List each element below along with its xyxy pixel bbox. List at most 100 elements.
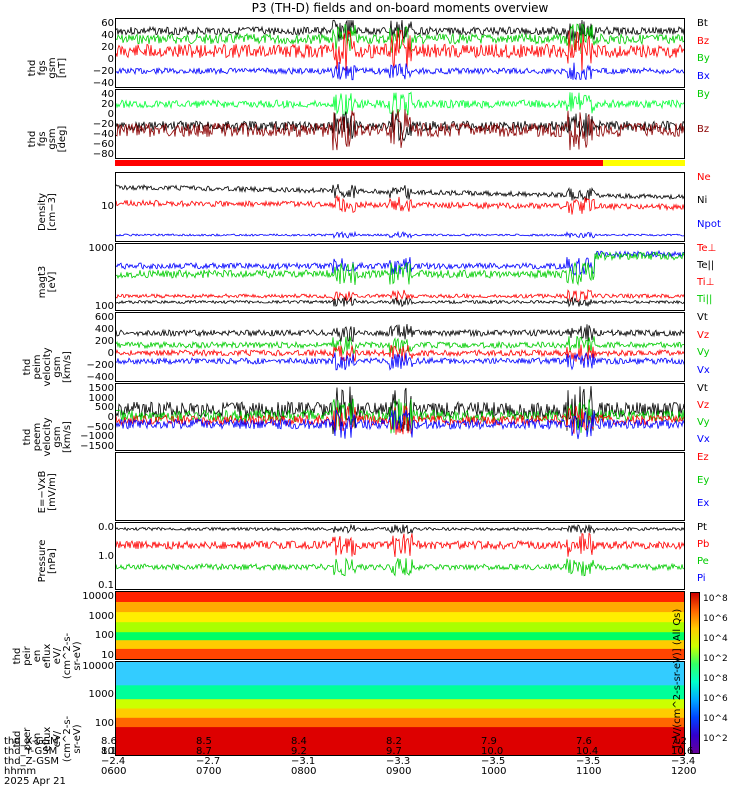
panel-plot-temp (115, 249, 686, 308)
xaxis-tick-label: 0800 (291, 766, 317, 777)
colorbar (690, 592, 700, 754)
xaxis-row-label: thd_X-GSM (4, 736, 59, 747)
ytick-label: 1000 (88, 610, 114, 622)
ylabel-efield: E=−VxB [mV/m] (37, 457, 58, 527)
panel-plot-vi (115, 323, 686, 371)
ytick-label: −200 (86, 360, 114, 371)
series-line (115, 250, 686, 286)
xaxis-tick-label: 0600 (101, 766, 127, 777)
legend-entry: Bz (697, 35, 710, 47)
ytick-label: 100 (94, 301, 114, 312)
series-line (115, 409, 686, 440)
series-line (115, 108, 686, 151)
series-line (115, 557, 686, 577)
xaxis-tick-label: 0900 (386, 766, 412, 777)
series-line (115, 194, 686, 215)
panel-fgs1 (115, 18, 686, 88)
ytick-label: 1.0 (98, 551, 114, 562)
ylabel-line: [nPa] (47, 548, 58, 574)
xaxis-row-label: thd_Z-GSM (4, 756, 59, 767)
colorbar-tick: 10^4 (703, 714, 728, 724)
xaxis-tick-label: 8.2 (386, 736, 402, 747)
ytick-label: 100 (94, 630, 114, 642)
colorbar-tick: 10^8 (703, 674, 728, 684)
legend-entry: Ex (697, 498, 710, 509)
legend-entry: Ne (697, 172, 711, 183)
ylabel-line: [km/s] (62, 351, 73, 383)
xaxis-tick-label: 9.2 (291, 746, 307, 757)
colorbar-tick: 10^6 (703, 614, 728, 624)
ytick-label: 100 (94, 717, 114, 729)
legend-entry: Vt (697, 312, 708, 323)
legend-entry: Bz (697, 124, 710, 135)
quality-bar (115, 160, 685, 166)
series-line (115, 183, 686, 201)
chart-title: P3 (TH-D) fields and on-board moments ov… (251, 1, 549, 15)
series-line (115, 323, 686, 343)
legend-entry: By (697, 89, 710, 100)
ytick-label: −1000 (80, 431, 114, 443)
series-line (115, 230, 686, 239)
ytick-label: 200 (94, 336, 114, 347)
ylabel-spec_i: thd peir en eflux eV/(cm^2-s-sr-eV) (12, 621, 83, 691)
xaxis-tick-label: 1200 (671, 766, 697, 777)
xaxis-tick-label: 1000 (481, 766, 507, 777)
panel-ve (115, 383, 686, 451)
panel-plot-fgs1 (115, 19, 686, 81)
ylabel-temp: magt3 [eV] (37, 247, 58, 317)
ytick-label: 40 (101, 89, 114, 100)
ytick-label: −20 (92, 119, 114, 130)
xaxis-tick-label: 7.9 (481, 736, 497, 747)
colorbar-tick: 10^8 (703, 594, 728, 604)
panel-pressure (115, 522, 686, 590)
ylabel-line: [nT] (57, 57, 68, 79)
ytick-label: 0 (107, 109, 114, 120)
ytick-label: 0 (107, 348, 114, 359)
ylabel-line: [mV/m] (47, 472, 58, 511)
series-line (115, 405, 686, 435)
ytick-label: −1500 (80, 441, 114, 452)
series-line (115, 523, 686, 535)
panel-plot-fgs2 (115, 91, 686, 151)
xaxis-tick-label: 10.4 (576, 746, 599, 757)
series-line (115, 532, 686, 558)
legend-entry: Te|| (697, 260, 715, 271)
ytick-label: 10 (101, 201, 114, 212)
panel-fgs2 (115, 89, 686, 159)
series-line (115, 398, 686, 434)
legend-entry: Pe (697, 556, 709, 567)
xaxis-tick-label: 0700 (196, 766, 222, 777)
panel-spec_i (115, 591, 686, 716)
xaxis-tick-label: 8.7 (196, 746, 212, 757)
ylabel-line: sr-eV) (72, 723, 83, 754)
panel-efield (115, 452, 685, 521)
ytick-label: 0 (107, 54, 114, 65)
ytick-label: −40 (92, 129, 114, 140)
legend-entry: Vz (697, 329, 710, 341)
ylabel-line: [eV] (47, 271, 58, 293)
xaxis-tick-label: −3.4 (671, 756, 696, 767)
ytick-label: 20 (101, 99, 114, 110)
xaxis-tick-label: −3.5 (576, 756, 601, 767)
ytick-label: 1000 (88, 392, 114, 404)
series-line (115, 352, 686, 371)
series-line (115, 344, 686, 364)
ytick-label: 1000 (88, 243, 114, 254)
ytick-label: 10000 (82, 591, 114, 602)
xaxis-tick-label: 10.6 (671, 746, 694, 757)
xaxis-tick-label: −3.1 (291, 756, 316, 767)
ylabel-fgs2: thd fgs gsm [deg] (27, 104, 68, 174)
ytick-label: 20 (101, 42, 114, 53)
ytick-label: 10 (101, 650, 114, 661)
date-label: 2025 Apr 21 (4, 776, 66, 787)
ytick-label: 0.1 (98, 580, 114, 591)
ytick-label: 10000 (82, 661, 114, 672)
xaxis-tick-label: −3.3 (386, 756, 411, 767)
panel-plot-efield (116, 453, 684, 520)
ytick-label: 1000 (88, 689, 114, 701)
xaxis-row-label: thd_Y-GSM (4, 746, 58, 757)
colorbar-tick: 10^2 (703, 734, 728, 744)
ytick-label: 10 (101, 746, 114, 757)
ylabel-line: [cm−3] (47, 193, 58, 231)
ytick-label: 600 (94, 312, 114, 323)
